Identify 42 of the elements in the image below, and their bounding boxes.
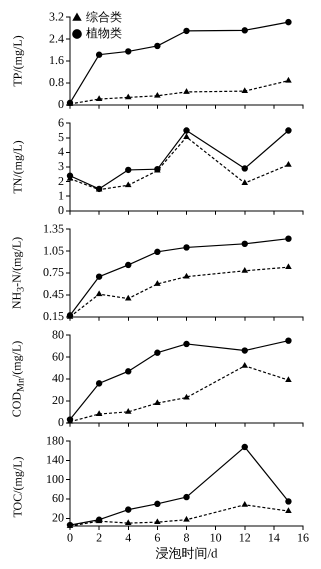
y-tick-label: 0: [58, 202, 64, 217]
legend-label: 综合类: [86, 10, 122, 24]
y-tick-label: 0.45: [43, 287, 64, 302]
y-tick-label: 0.15: [43, 308, 64, 323]
y-tick-label: 3: [58, 159, 64, 174]
y-tick-label: 2.4: [49, 31, 64, 46]
y-tick-label: 1.35: [43, 221, 64, 236]
x-tick-label: 4: [125, 530, 132, 544]
y-tick-label: 140: [46, 452, 64, 467]
y-tick-label: 100: [46, 472, 64, 486]
x-tick-label: 10: [210, 530, 222, 544]
y-tick-label: 1: [58, 188, 64, 202]
y-tick-label: 4: [58, 144, 64, 159]
y-axis-title: TOC/(mg/L): [10, 456, 26, 518]
y-tick-label: 1.6: [49, 53, 64, 68]
y-axis-title: TP/(mg/L): [10, 35, 26, 87]
legend-label: 植物类: [86, 26, 122, 40]
y-tick-label: 1.05: [43, 243, 64, 258]
y-tick-label: 20: [52, 393, 64, 408]
x-tick-label: 8: [184, 530, 190, 544]
x-tick-label: 6: [154, 530, 160, 544]
y-tick-label: 6: [58, 115, 64, 130]
x-tick-label: 14: [268, 530, 280, 544]
y-tick-label: 0: [58, 414, 64, 429]
y-axis-title: TN/(mg/L): [10, 140, 26, 194]
x-tick-label: 12: [238, 530, 251, 544]
y-tick-label: 0.75: [43, 265, 64, 280]
y-tick-label: 60: [52, 491, 64, 506]
y-tick-label: 5: [58, 130, 64, 144]
x-tick-label: 2: [96, 530, 102, 544]
y-tick-label: 20: [52, 510, 64, 524]
y-tick-label: 2: [58, 174, 64, 188]
x-axis-title: 浸泡时间/d: [155, 546, 218, 561]
y-tick-label: 40: [52, 371, 64, 386]
x-tick-label: 16: [297, 530, 309, 544]
x-tick-label: 0: [67, 530, 73, 544]
y-tick-label: 180: [46, 433, 64, 448]
y-tick-label: 0.8: [49, 75, 64, 90]
y-tick-label: 80: [52, 327, 64, 342]
y-tick-label: 3.2: [49, 9, 64, 24]
y-tick-label: 60: [52, 349, 64, 364]
y-tick-label: 0: [58, 96, 64, 111]
